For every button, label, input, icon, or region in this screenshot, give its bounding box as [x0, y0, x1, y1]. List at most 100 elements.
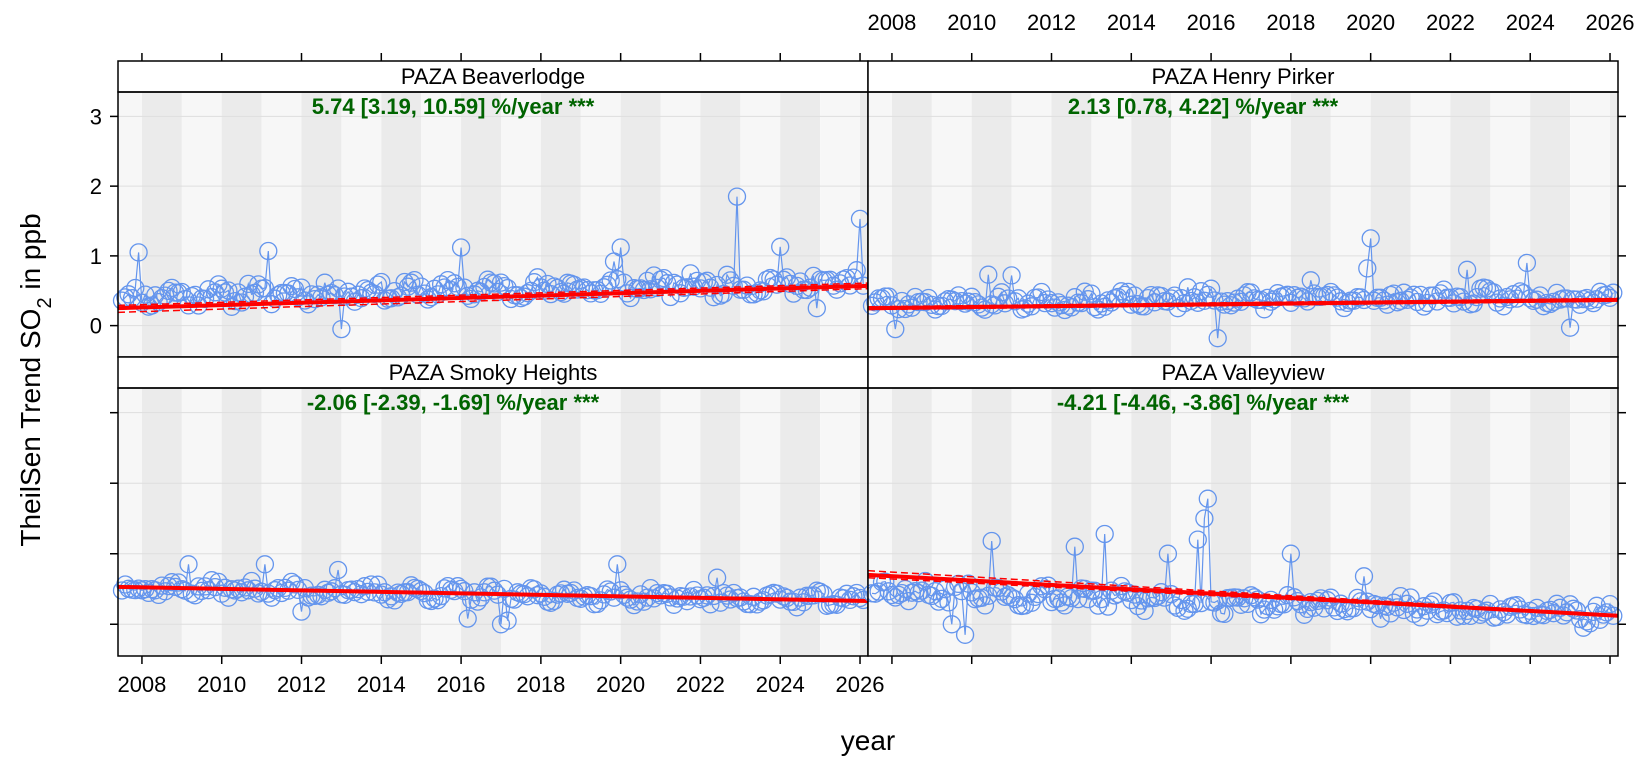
data-point: [711, 286, 730, 305]
data-point: [372, 272, 391, 292]
data-point: [929, 592, 948, 611]
data-point: [451, 579, 471, 599]
year-band: [461, 92, 501, 357]
year-band: [181, 388, 222, 656]
year-band: [931, 388, 972, 656]
data-point: [1178, 599, 1197, 618]
data-point: [1597, 285, 1616, 304]
data-point: [1281, 544, 1301, 563]
year-band: [820, 388, 861, 656]
year-band: [660, 92, 701, 357]
year-band: [301, 388, 342, 656]
data-point: [995, 587, 1015, 606]
data-point: [405, 270, 424, 290]
year-band: [1330, 92, 1371, 357]
data-point: [1195, 509, 1214, 528]
data-point: [395, 272, 414, 292]
data-point: [149, 292, 168, 312]
trend-upper-ci: [867, 569, 1619, 616]
year-band: [1610, 388, 1618, 656]
data-point: [458, 609, 477, 628]
x-tick-label-top: 2024: [1506, 10, 1555, 35]
data-point: [847, 261, 866, 280]
data-point: [1255, 300, 1274, 319]
data-point: [982, 531, 1001, 551]
year-band: [118, 388, 142, 656]
data-point: [1590, 610, 1610, 629]
year-band: [301, 92, 342, 357]
year-band: [1410, 92, 1451, 357]
data-point: [179, 555, 198, 574]
data-point: [975, 596, 995, 615]
year-band: [341, 388, 382, 656]
data-point: [611, 238, 630, 257]
data-point: [1178, 278, 1197, 297]
year-band: [580, 92, 621, 357]
data-point: [648, 583, 667, 603]
data-point: [162, 278, 182, 298]
data-point: [402, 273, 421, 292]
data-point: [1398, 290, 1417, 309]
trend-annotation: 2.13 [0.78, 4.22] %/year ***: [1068, 94, 1339, 119]
x-tick-label: 2020: [596, 672, 645, 697]
strip-background: [117, 60, 869, 93]
data-point: [648, 278, 667, 298]
year-band: [261, 388, 302, 656]
data-point: [1534, 297, 1553, 316]
panel-title: PAZA Beaverlodge: [401, 64, 585, 89]
data-point: [162, 573, 182, 592]
trend-line: [867, 572, 1619, 618]
data-point: [1560, 318, 1580, 337]
x-tick-label-top: 2020: [1346, 10, 1395, 35]
year-band: [1530, 92, 1571, 357]
data-point: [285, 575, 305, 594]
data-point: [975, 300, 995, 319]
year-band: [1131, 92, 1172, 357]
data-point: [116, 288, 135, 307]
y-tick-label: 1: [90, 244, 102, 269]
data-point: [1002, 266, 1021, 285]
x-tick-label-top: 2018: [1266, 10, 1315, 35]
data-point: [315, 273, 334, 292]
data-point: [882, 585, 902, 605]
data-point: [495, 579, 514, 599]
trend-line: [117, 584, 869, 603]
data-point: [1524, 606, 1543, 626]
data-point: [1517, 253, 1537, 273]
data-point: [1348, 588, 1367, 608]
year-band: [971, 388, 1012, 656]
data-point: [1188, 530, 1207, 549]
data-point: [707, 568, 727, 587]
data-point: [611, 581, 630, 600]
data-point: [594, 278, 614, 297]
data-point: [1541, 294, 1560, 314]
year-band: [221, 92, 262, 357]
data-point: [995, 294, 1015, 313]
data-point: [1208, 329, 1227, 348]
data-point: [1358, 259, 1377, 278]
data-point: [1507, 595, 1527, 615]
data-point: [1049, 589, 1068, 608]
year-band: [1011, 388, 1052, 656]
year-band: [740, 92, 781, 357]
data-point: [1032, 282, 1051, 302]
year-band: [221, 388, 262, 656]
panel-3: -2.06 [-2.39, -1.69] %/year *** PAZA Smok…: [112, 356, 873, 657]
year-band: [461, 388, 501, 656]
data-point: [959, 574, 978, 593]
year-band: [931, 92, 972, 357]
data-point: [906, 582, 925, 601]
panel-frame: [867, 387, 1619, 657]
year-band: [660, 388, 701, 656]
data-point: [368, 275, 388, 294]
data-point: [255, 555, 275, 574]
year-band: [860, 388, 868, 656]
year-band: [500, 388, 541, 656]
year-band: [1490, 92, 1531, 357]
data-point: [939, 593, 958, 612]
year-band: [1290, 388, 1331, 656]
strip-background: [867, 60, 1619, 93]
data-point: [146, 581, 165, 600]
strip-background: [867, 356, 1619, 389]
year-band: [1091, 388, 1132, 656]
